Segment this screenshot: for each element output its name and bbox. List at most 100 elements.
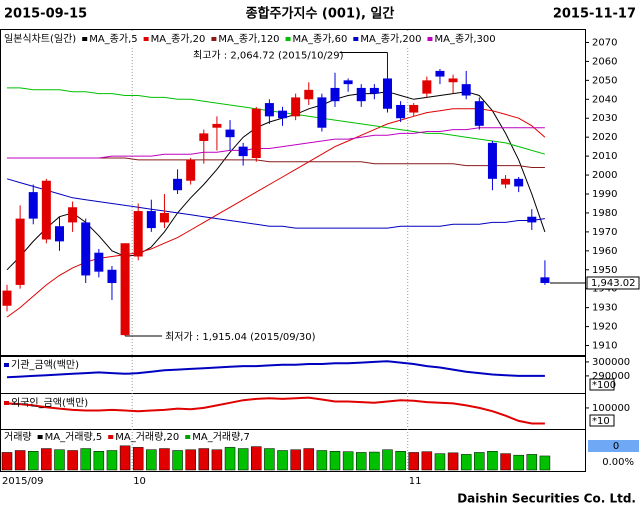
volume-bar	[159, 448, 170, 471]
volume-bar	[369, 451, 380, 471]
scale-note: *10	[592, 416, 610, 427]
last-price-box	[586, 276, 640, 290]
candle-body	[514, 178, 524, 187]
candle-body	[81, 222, 91, 276]
y-tick-label: 290000	[592, 371, 630, 382]
annotation: 최고가 : 2,064.72 (2015/10/29)	[193, 49, 344, 61]
volume-bar	[460, 454, 472, 471]
volume-bar	[474, 452, 485, 471]
moving-average-line	[6, 178, 545, 229]
volume-bar	[119, 445, 131, 471]
candle-body	[173, 178, 183, 191]
volume-bar	[408, 452, 419, 471]
volume-bar	[237, 448, 249, 471]
legend-marker	[185, 435, 191, 439]
volume-bar	[27, 451, 39, 471]
candle-body	[94, 252, 104, 272]
chart-title: 종합주가지수 (001), 일간	[246, 6, 395, 22]
legend-marker	[82, 37, 88, 41]
indicator-line	[6, 360, 545, 379]
volume-bar	[277, 450, 288, 471]
volume-bar	[342, 451, 354, 471]
moving-average-line	[7, 87, 546, 155]
legend-bg	[2, 32, 582, 46]
candle-body	[527, 216, 537, 223]
y-tick-label: 1980	[592, 208, 617, 219]
annotation: 최저가 : 1,915.04 (2015/09/30)	[165, 331, 316, 343]
volume-panel	[0, 429, 586, 472]
volume-bar	[185, 449, 196, 471]
volume-bar	[526, 454, 538, 471]
volume-bar	[54, 449, 65, 471]
y-tick-label: 1930	[592, 303, 617, 314]
legend-marker	[4, 363, 9, 367]
readout-box	[588, 440, 639, 452]
legend-label: MA_거래량,5	[45, 431, 103, 443]
volume-bar	[1, 452, 13, 471]
candle-body	[435, 70, 445, 77]
candle-body	[317, 97, 327, 128]
legend-marker	[427, 37, 433, 41]
candle-body	[369, 87, 379, 94]
candle-body	[146, 211, 156, 229]
candle-body	[487, 142, 497, 179]
y-tick-label: 1990	[592, 189, 617, 200]
volume-bar	[303, 448, 315, 471]
candle-body	[422, 80, 432, 94]
candle-body	[28, 192, 38, 219]
y-tick-label: 2010	[592, 151, 617, 162]
volume-bar	[80, 448, 91, 471]
volume-bar	[132, 447, 144, 471]
legend-label: 일본식차트(일간)	[4, 33, 76, 45]
start-date: 2015-09-15	[4, 7, 87, 22]
legend-marker	[108, 435, 114, 439]
y-tick-label: 2040	[592, 94, 617, 105]
moving-average-line	[6, 91, 546, 271]
volume-bar	[316, 450, 328, 471]
candle-body	[304, 89, 314, 100]
volume-bar	[211, 449, 223, 471]
candle-body	[199, 133, 209, 141]
y-tick-label: 2060	[592, 56, 617, 67]
candle-body	[278, 110, 288, 119]
volume-bar	[539, 455, 551, 471]
candle-body	[2, 290, 12, 306]
x-tick-label: 11	[409, 476, 422, 487]
volume-bar	[513, 454, 524, 471]
volume-bar	[224, 447, 236, 471]
y-tick-label: 2050	[592, 75, 617, 86]
volume-bar	[487, 451, 498, 471]
legend-label: 거래량	[4, 431, 32, 443]
volume-bar	[421, 451, 433, 471]
last-price-label: 1,943.02	[591, 278, 636, 289]
candle-body	[133, 211, 143, 257]
y-tick-label: 1950	[592, 265, 617, 276]
candle-body	[264, 103, 274, 117]
volume-readout: 0	[613, 441, 619, 452]
price-panel	[0, 29, 586, 356]
footer: Daishin Securities Co. Ltd.	[457, 492, 636, 506]
candle-body	[159, 212, 169, 223]
candle-body	[238, 146, 248, 157]
y-tick-label: 2070	[592, 37, 617, 48]
y-tick-label: 1910	[592, 341, 617, 352]
candle-body	[330, 87, 340, 102]
candle-body	[41, 180, 51, 240]
volume-bar	[146, 449, 157, 471]
legend-label: MA_종가,200	[360, 33, 421, 45]
legend-label: MA_종가,300	[434, 33, 495, 45]
volume-bar	[500, 453, 511, 471]
x-tick-label: 2015/09	[2, 476, 44, 487]
candle-body	[54, 226, 64, 242]
legend-label: 외국인_금액(백만)	[11, 397, 88, 409]
legend-marker	[143, 37, 149, 41]
x-tick-label: 10	[133, 476, 146, 487]
y-tick-label: 300000	[592, 357, 630, 368]
candle-body	[343, 80, 353, 85]
legend-label: MA_거래량,20	[115, 431, 179, 443]
legend-label: MA_거래량,7	[192, 431, 250, 443]
volume-bar	[106, 450, 118, 471]
legend-label: MA_종가,20	[151, 33, 206, 45]
